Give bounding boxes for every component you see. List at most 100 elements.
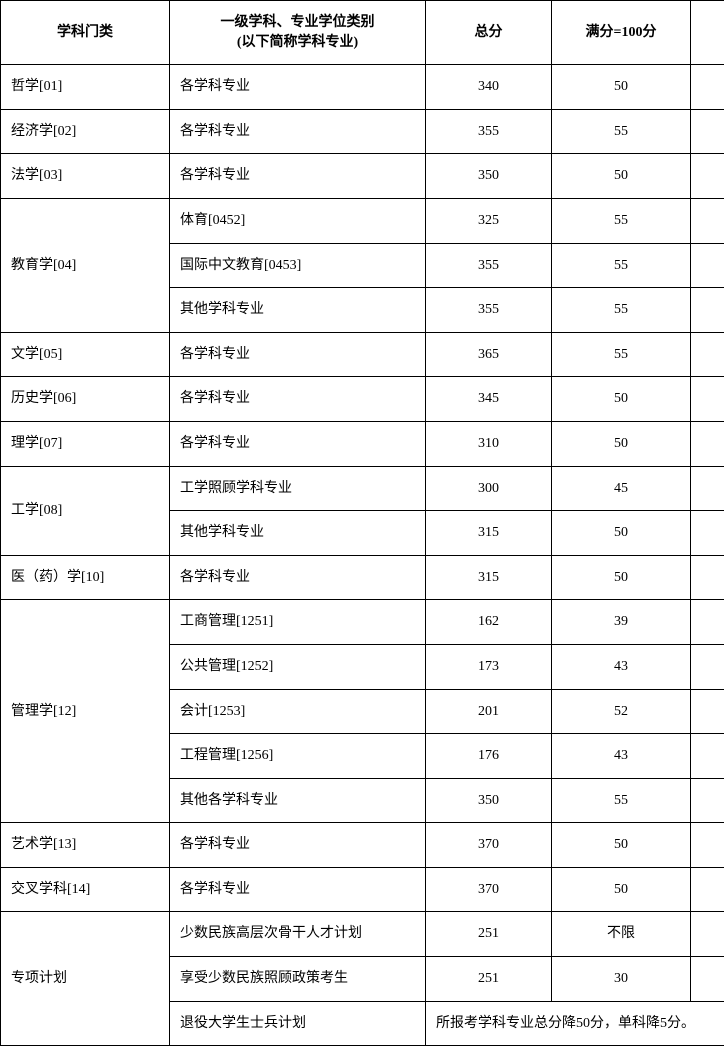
cell-score100: 50 xyxy=(552,555,691,600)
cell-total: 350 xyxy=(426,154,552,199)
cell-score100: 50 xyxy=(552,377,691,422)
cell-score100: 不限 xyxy=(552,912,691,957)
cell-note: 所报考学科专业总分降50分，单科降5分。 xyxy=(426,1001,724,1046)
cell-score100: 50 xyxy=(552,65,691,110)
cell-scoreGt100: 65 xyxy=(691,466,724,511)
cell-major: 体育[0452] xyxy=(170,198,426,243)
table-row: 哲学[01]各学科专业3405090 xyxy=(1,65,724,110)
header-major-line1: 一级学科、专业学位类别 xyxy=(221,15,375,30)
cell-category: 交叉学科[14] xyxy=(1,867,170,912)
header-category: 学科门类 xyxy=(1,1,170,65)
cell-scoreGt100: 90 xyxy=(691,778,724,823)
cell-scoreGt100: 180 xyxy=(691,198,724,243)
cell-scoreGt100: 90 xyxy=(691,243,724,288)
cell-total: 350 xyxy=(426,778,552,823)
cell-total: 355 xyxy=(426,243,552,288)
cell-category: 专项计划 xyxy=(1,912,170,1046)
cell-total: 365 xyxy=(426,332,552,377)
cell-score100: 55 xyxy=(552,198,691,243)
cell-scoreGt100: 70 xyxy=(691,511,724,556)
cell-major: 其他学科专业 xyxy=(170,288,426,333)
cell-score100: 30 xyxy=(552,957,691,1002)
cell-scoreGt100: 86 xyxy=(691,644,724,689)
cell-major: 各学科专业 xyxy=(170,65,426,110)
cell-major: 各学科专业 xyxy=(170,867,426,912)
cell-score100: 50 xyxy=(552,867,691,912)
cell-total: 251 xyxy=(426,957,552,1002)
cell-major: 国际中文教育[0453] xyxy=(170,243,426,288)
cell-major: 各学科专业 xyxy=(170,154,426,199)
cell-total: 355 xyxy=(426,109,552,154)
cell-score100: 55 xyxy=(552,332,691,377)
cell-total: 370 xyxy=(426,867,552,912)
cell-category: 文学[05] xyxy=(1,332,170,377)
cell-score100: 50 xyxy=(552,511,691,556)
cell-major: 各学科专业 xyxy=(170,555,426,600)
cell-score100: 55 xyxy=(552,778,691,823)
cell-category: 理学[07] xyxy=(1,421,170,466)
table-body: 哲学[01]各学科专业3405090经济学[02]各学科专业3555590法学[… xyxy=(1,65,724,1046)
cell-scoreGt100: 100 xyxy=(691,823,724,868)
cell-scoreGt100: 180 xyxy=(691,288,724,333)
table-row: 教育学[04]体育[0452]32555180 xyxy=(1,198,724,243)
cell-score100: 50 xyxy=(552,823,691,868)
cell-total: 300 xyxy=(426,466,552,511)
cell-score100: 43 xyxy=(552,644,691,689)
cell-major: 各学科专业 xyxy=(170,823,426,868)
table-row: 经济学[02]各学科专业3555590 xyxy=(1,109,724,154)
cell-category: 历史学[06] xyxy=(1,377,170,422)
cell-major: 享受少数民族照顾政策考生 xyxy=(170,957,426,1002)
cell-category: 教育学[04] xyxy=(1,198,170,332)
cell-score100: 39 xyxy=(552,600,691,645)
cell-scoreGt100: 180 xyxy=(691,555,724,600)
cell-score100: 55 xyxy=(552,109,691,154)
cell-major: 其他各学科专业 xyxy=(170,778,426,823)
cell-scoreGt100: 90 xyxy=(691,332,724,377)
cell-category: 经济学[02] xyxy=(1,109,170,154)
cell-scoreGt100: 86 xyxy=(691,734,724,779)
cell-scoreGt100: 75 xyxy=(691,421,724,466)
table-row: 工学[08]工学照顾学科专业3004565 xyxy=(1,466,724,511)
cell-scoreGt100: 78 xyxy=(691,600,724,645)
cell-scoreGt100: 90 xyxy=(691,154,724,199)
cell-scoreGt100: 不限 xyxy=(691,912,724,957)
cell-category: 哲学[01] xyxy=(1,65,170,110)
cell-total: 340 xyxy=(426,65,552,110)
cell-scoreGt100: 104 xyxy=(691,689,724,734)
cell-total: 325 xyxy=(426,198,552,243)
cell-total: 251 xyxy=(426,912,552,957)
cell-total: 345 xyxy=(426,377,552,422)
cell-score100: 43 xyxy=(552,734,691,779)
cell-category: 法学[03] xyxy=(1,154,170,199)
cell-total: 173 xyxy=(426,644,552,689)
cell-total: 315 xyxy=(426,511,552,556)
cell-category: 医（药）学[10] xyxy=(1,555,170,600)
cell-major: 工学照顾学科专业 xyxy=(170,466,426,511)
cell-major: 各学科专业 xyxy=(170,377,426,422)
cell-score100: 50 xyxy=(552,421,691,466)
cell-score100: 50 xyxy=(552,154,691,199)
cell-major: 工商管理[1251] xyxy=(170,600,426,645)
cell-total: 176 xyxy=(426,734,552,779)
cell-major: 工程管理[1256] xyxy=(170,734,426,779)
cell-category: 管理学[12] xyxy=(1,600,170,823)
cell-score100: 55 xyxy=(552,288,691,333)
table-row: 专项计划少数民族高层次骨干人才计划251不限不限 xyxy=(1,912,724,957)
cell-category: 工学[08] xyxy=(1,466,170,555)
header-total: 总分 xyxy=(426,1,552,65)
cell-major: 退役大学生士兵计划 xyxy=(170,1001,426,1046)
cell-scoreGt100: 100 xyxy=(691,867,724,912)
table-row: 交叉学科[14]各学科专业37050100 xyxy=(1,867,724,912)
cell-total: 355 xyxy=(426,288,552,333)
cell-major: 各学科专业 xyxy=(170,332,426,377)
cell-major: 各学科专业 xyxy=(170,421,426,466)
cell-major: 各学科专业 xyxy=(170,109,426,154)
table-row: 法学[03]各学科专业3505090 xyxy=(1,154,724,199)
header-score100: 满分=100分 xyxy=(552,1,691,65)
table-header-row: 学科门类 一级学科、专业学位类别 (以下简称学科专业) 总分 满分=100分 满… xyxy=(1,1,724,65)
header-major-line2: (以下简称学科专业) xyxy=(237,35,358,50)
cell-total: 162 xyxy=(426,600,552,645)
table-row: 理学[07]各学科专业3105075 xyxy=(1,421,724,466)
table-row: 文学[05]各学科专业3655590 xyxy=(1,332,724,377)
cell-major: 会计[1253] xyxy=(170,689,426,734)
